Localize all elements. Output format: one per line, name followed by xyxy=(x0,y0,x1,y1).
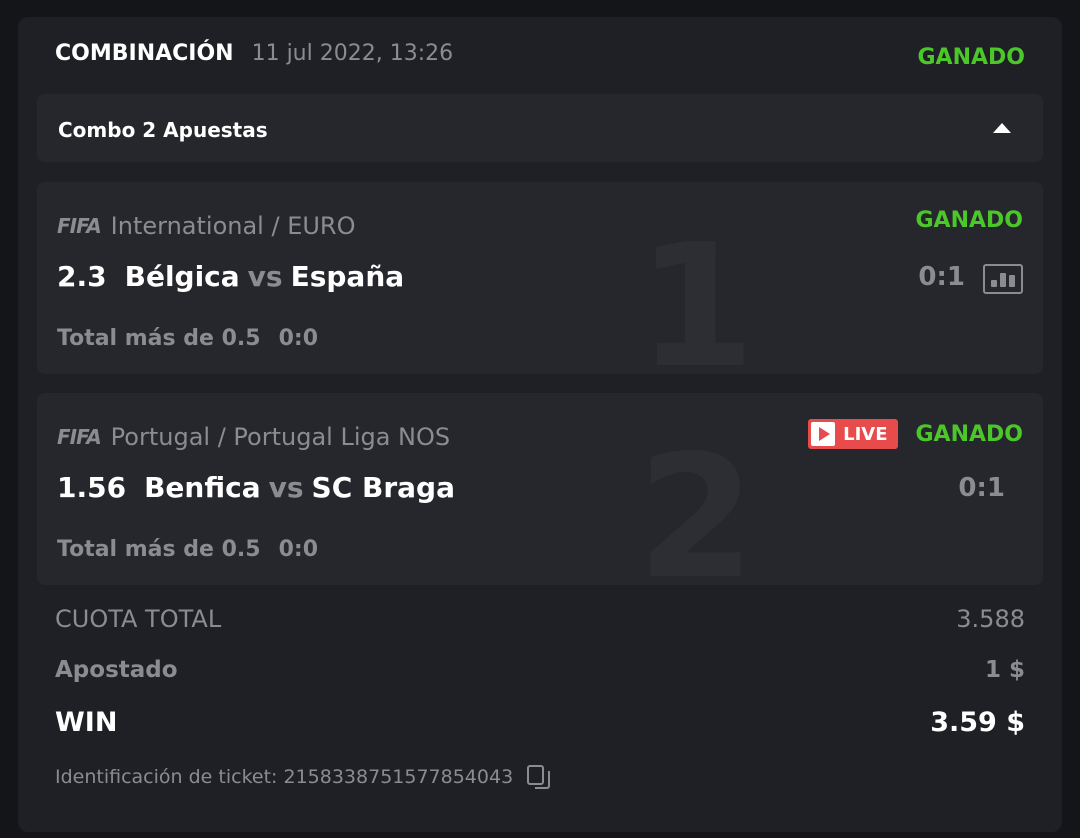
live-badge[interactable]: LIVE xyxy=(808,419,898,449)
win-row: WIN 3.59 $ xyxy=(55,707,1025,738)
match-score: 0:1 xyxy=(918,262,965,292)
win-value: 3.59 $ xyxy=(930,707,1025,738)
odds: 2.3 xyxy=(57,260,107,293)
vs-label: vs xyxy=(268,471,304,504)
vs-label: vs xyxy=(247,260,283,293)
copy-icon[interactable] xyxy=(527,765,551,789)
staked-value: 1 $ xyxy=(984,657,1025,683)
market-score: 0:0 xyxy=(278,326,319,351)
staked-label: Apostado xyxy=(55,657,178,683)
fifa-logo: FIFA xyxy=(57,214,102,238)
away-team: España xyxy=(290,260,405,293)
away-team: SC Braga xyxy=(311,471,455,504)
league-name: International / EURO xyxy=(110,212,356,240)
bet-item-2: 2 FIFA Portugal / Portugal Liga NOS LIVE… xyxy=(37,393,1043,585)
bet-ticket-card: COMBINACIÓN 11 jul 2022, 13:26 GANADO Co… xyxy=(18,17,1062,832)
league-name: Portugal / Portugal Liga NOS xyxy=(110,423,451,451)
home-team: Bélgica xyxy=(124,260,240,293)
combo-toggle[interactable]: Combo 2 Apuestas xyxy=(37,94,1043,162)
live-label: LIVE xyxy=(843,423,888,445)
bet-index: 1 xyxy=(637,208,756,374)
match: 1.56 Benfica vs SC Braga xyxy=(57,471,455,504)
total-odds-label: CUOTA TOTAL xyxy=(55,605,222,633)
staked-row: Apostado 1 $ xyxy=(55,657,1025,683)
ticket-header: COMBINACIÓN 11 jul 2022, 13:26 xyxy=(55,41,453,66)
bet-item-1: 1 FIFA International / EURO GANADO 2.3 B… xyxy=(37,182,1043,374)
market: Total más de 0.5 xyxy=(57,326,261,351)
ticket-id-label: Identificación de ticket: 21583387515778… xyxy=(55,766,514,788)
total-odds-row: CUOTA TOTAL 3.588 xyxy=(55,605,1025,633)
bet-index: 2 xyxy=(637,419,756,585)
combo-label: Combo 2 Apuestas xyxy=(58,118,268,142)
win-label: WIN xyxy=(55,707,118,738)
total-odds-value: 3.588 xyxy=(956,605,1025,633)
home-team: Benfica xyxy=(144,471,261,504)
bet-status: GANADO xyxy=(915,421,1024,447)
market: Total más de 0.5 xyxy=(57,537,261,562)
odds: 1.56 xyxy=(57,471,127,504)
market-score: 0:0 xyxy=(278,537,319,562)
bet-date: 11 jul 2022, 13:26 xyxy=(251,41,454,66)
play-icon xyxy=(811,422,836,446)
bet-status: GANADO xyxy=(915,208,1024,233)
ticket-status: GANADO xyxy=(917,45,1026,70)
ticket-id: Identificación de ticket: 21583387515778… xyxy=(55,765,551,789)
fifa-logo: FIFA xyxy=(57,425,102,449)
statistics-icon[interactable] xyxy=(983,264,1023,294)
match: 2.3 Bélgica vs España xyxy=(57,260,404,293)
match-score: 0:1 xyxy=(958,473,1005,503)
bet-type-title: COMBINACIÓN xyxy=(55,41,234,66)
caret-up-icon xyxy=(993,123,1011,133)
